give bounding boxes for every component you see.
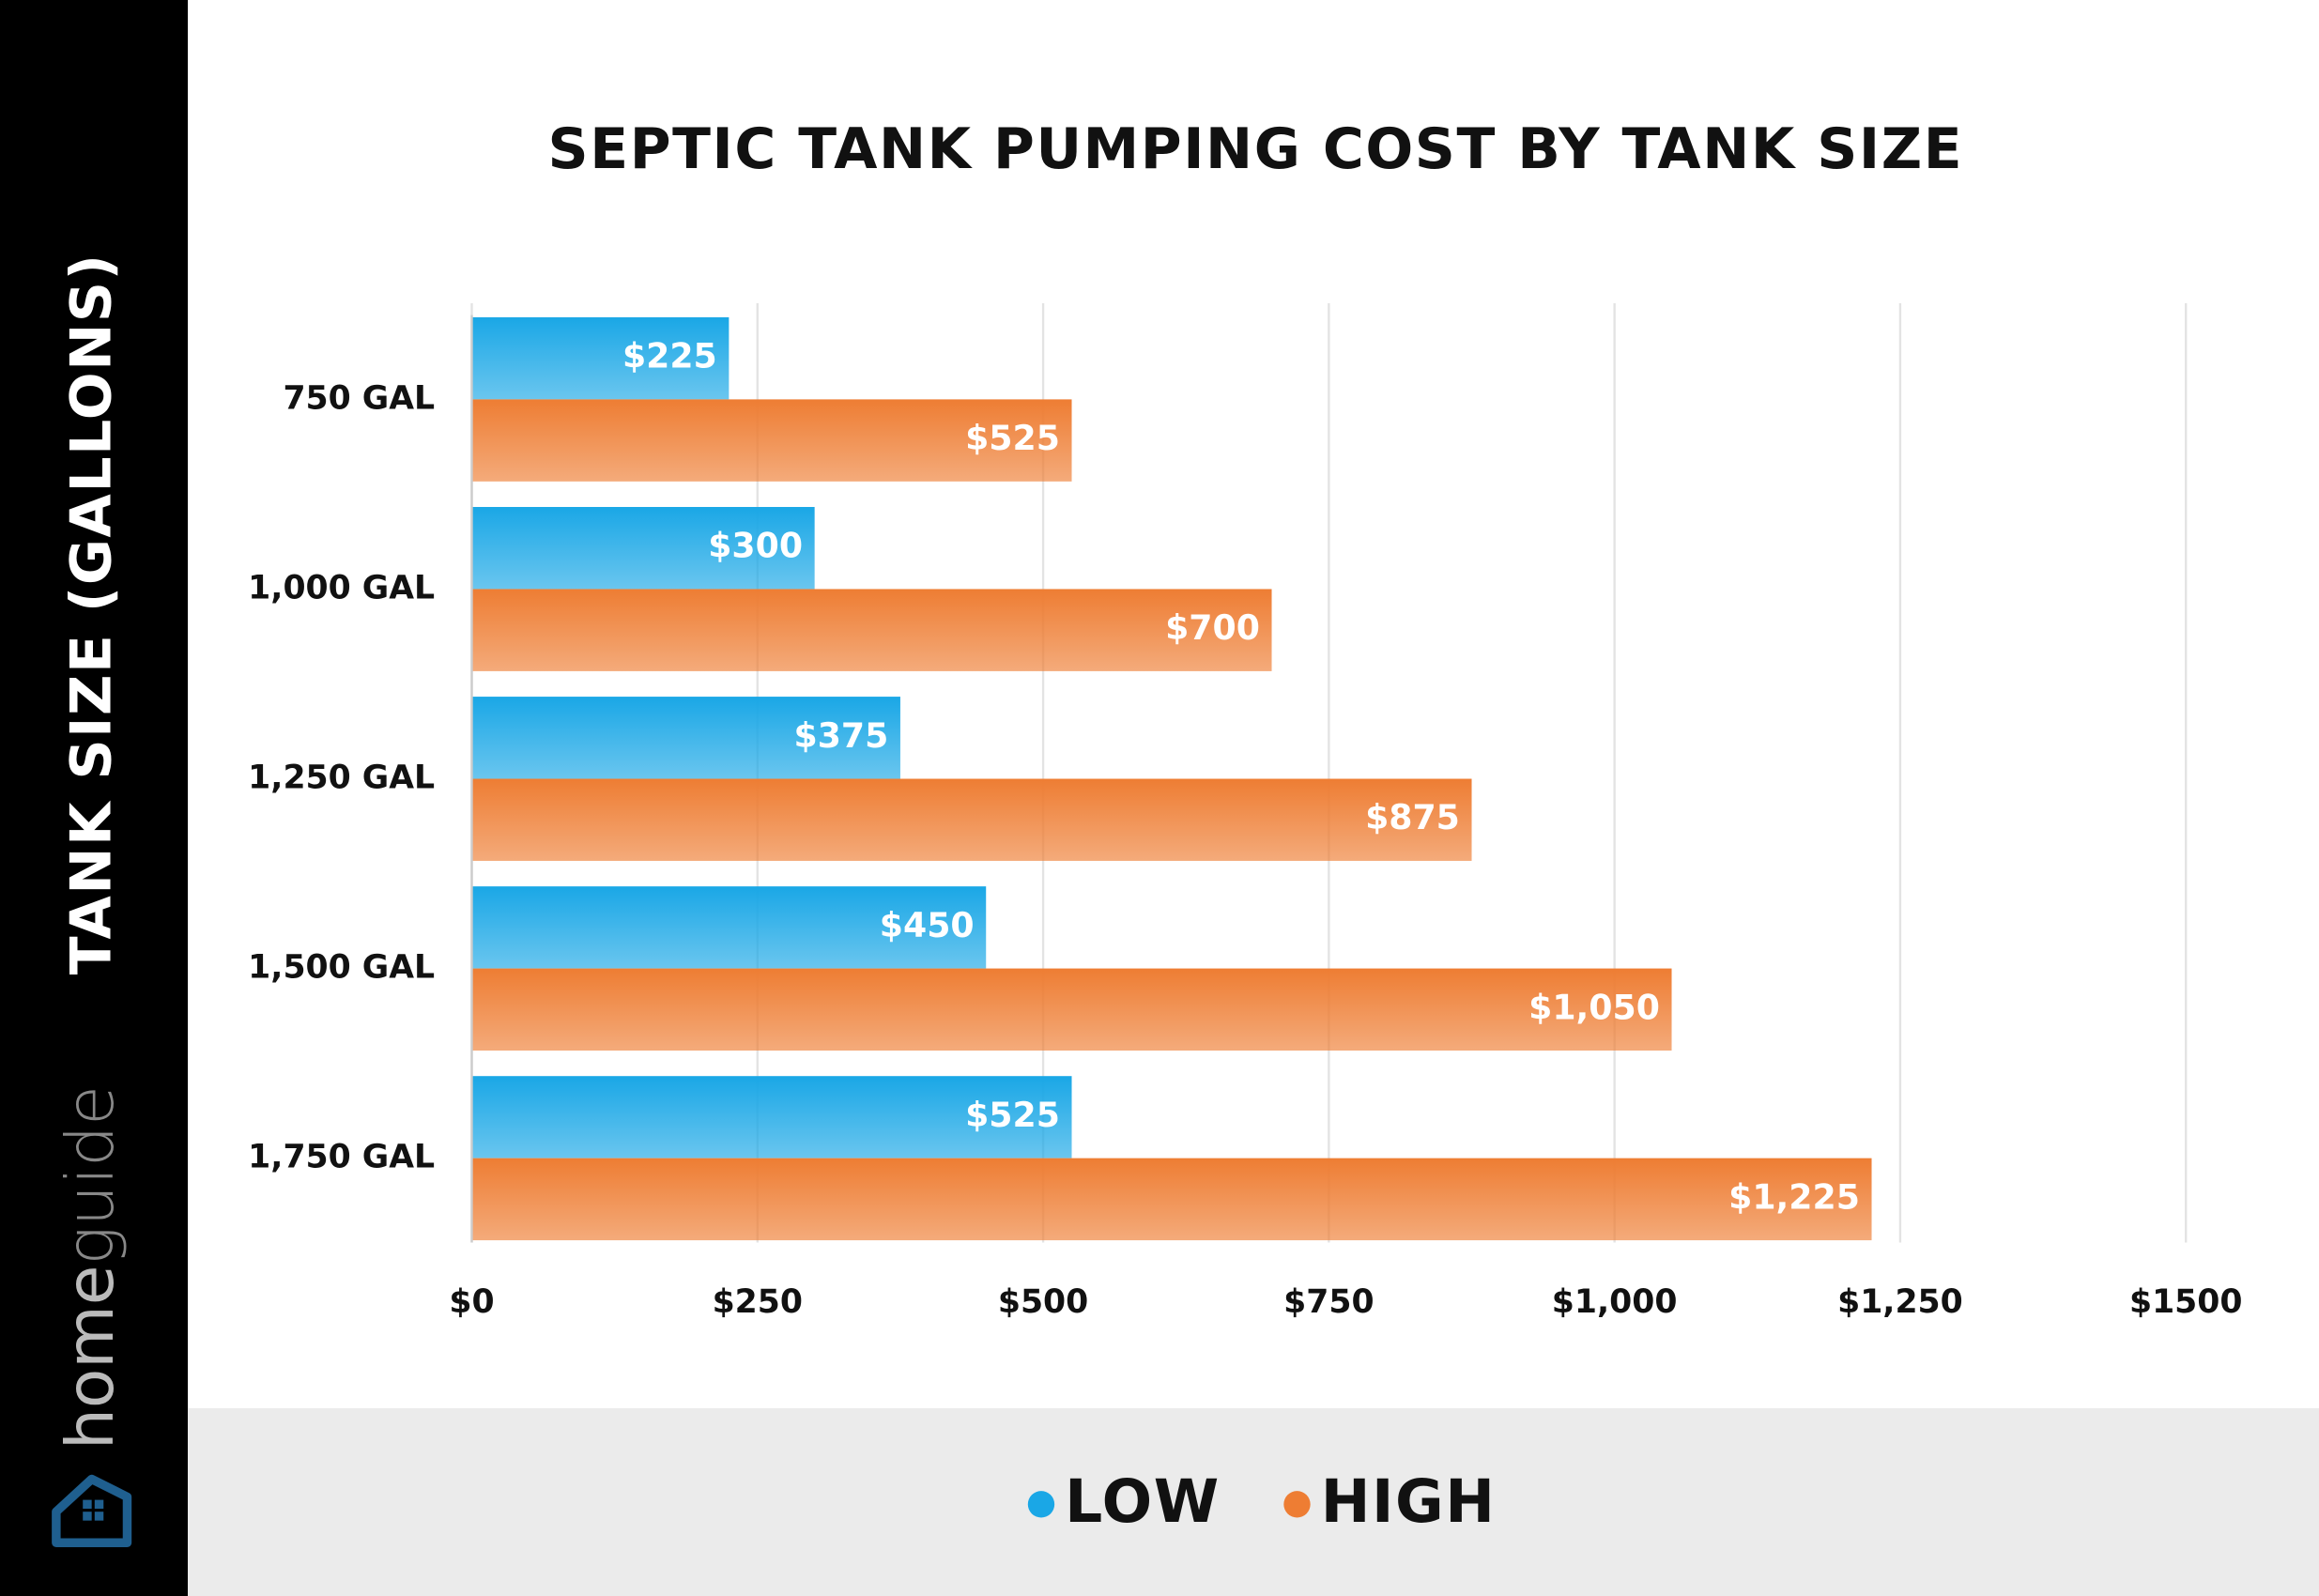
value-label: $450 [880, 905, 975, 945]
value-label: $525 [965, 418, 1060, 458]
value-label: $375 [794, 715, 889, 756]
y-tick-label: 1,500 GAL [248, 949, 435, 987]
brand-guide: guide [54, 1085, 129, 1265]
y-tick-label: 1,000 GAL [248, 569, 435, 606]
value-label: $875 [1365, 797, 1460, 837]
bar [471, 316, 729, 400]
bar [471, 1158, 1872, 1241]
y-tick-label: 1,750 GAL [248, 1139, 435, 1176]
side-bar [0, 0, 189, 1596]
value-label: $225 [622, 336, 717, 376]
legend-dot [1283, 1491, 1311, 1518]
y-tick-label: 750 GAL [283, 379, 435, 417]
bar [471, 507, 815, 590]
chart-title: SEPTIC TANK PUMPING COST BY TANK SIZE [548, 116, 1964, 182]
brand-icon [52, 1474, 132, 1548]
brand: homeguide [54, 1085, 129, 1450]
x-tick-label: $1500 [2129, 1283, 2243, 1321]
bar [471, 697, 900, 779]
legend-area [188, 1407, 2319, 1596]
y-axis-label: TANK SIZE (GALLONS) [58, 253, 124, 974]
bar [471, 968, 1672, 1051]
legend-label: HIGH [1321, 1467, 1497, 1536]
legend-dot [1027, 1491, 1055, 1518]
value-label: $1,050 [1528, 987, 1660, 1027]
bar [471, 399, 1072, 482]
bar [471, 778, 1472, 861]
x-tick-label: $0 [449, 1283, 494, 1321]
plot: $0 $250 $500 $750 $1,000 $1,250 $1500 750 GAL $2… [248, 302, 2243, 1536]
x-tick-label: $250 [713, 1283, 803, 1321]
legend-label: LOW [1065, 1467, 1221, 1536]
value-label: $700 [1165, 607, 1260, 648]
brand-home: home [54, 1266, 129, 1450]
value-label: $1,225 [1728, 1176, 1860, 1217]
x-tick-label: $500 [998, 1283, 1088, 1321]
x-tick-label: $1,000 [1552, 1283, 1678, 1321]
bar [471, 589, 1272, 671]
value-label: $525 [965, 1095, 1060, 1135]
x-tick-label: $1,250 [1837, 1283, 1963, 1321]
bar [471, 1076, 1072, 1159]
bar [471, 886, 987, 969]
y-tick-label: 1,250 GAL [248, 760, 435, 797]
value-label: $300 [708, 526, 803, 566]
x-tick-label: $750 [1283, 1283, 1374, 1321]
